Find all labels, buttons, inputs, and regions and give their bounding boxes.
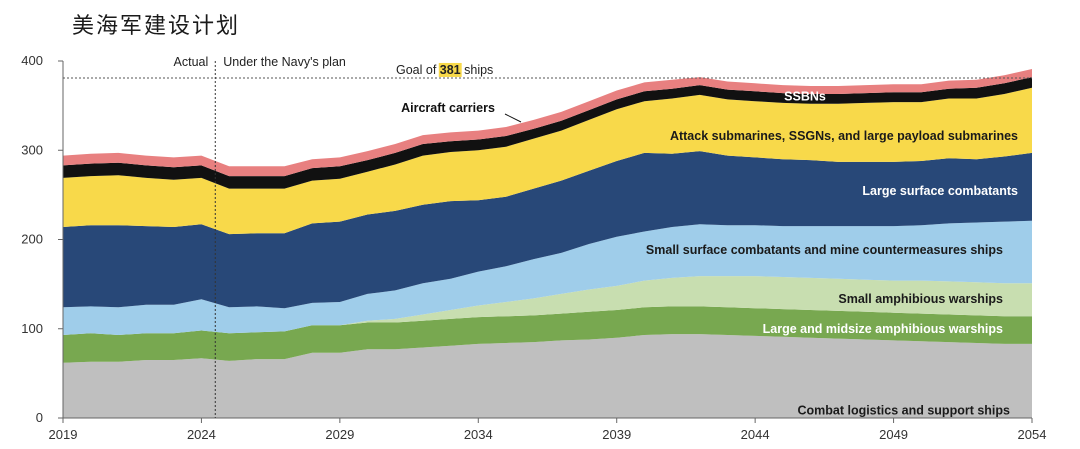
goal-label: Goal of 381 ships	[396, 63, 493, 77]
region-label-actual: Actual	[174, 55, 209, 69]
y-tick-label: 300	[21, 142, 43, 157]
x-tick-label: 2029	[325, 427, 354, 442]
series-labels-group: Combat logistics and support ships Large …	[401, 89, 1018, 417]
series-label-attack-submarines-ssgns-and-large-payload-submarines: Attack submarines, SSGNs, and large payl…	[670, 129, 1018, 143]
x-tick-label: 2049	[879, 427, 908, 442]
aircraft-carriers-leader-line	[504, 113, 522, 123]
page-title: 美海军建设计划	[72, 14, 241, 39]
area-small-surface-combatants-and-mine-countermeasures-ships	[63, 220, 1032, 335]
y-tick-label: 400	[21, 53, 43, 68]
y-tick-label: 200	[21, 232, 43, 247]
area-aircraft-carriers	[63, 69, 1032, 177]
x-tick-label: 2054	[1018, 427, 1047, 442]
y-tick-label: 100	[21, 321, 43, 336]
goal-number-highlight	[438, 62, 462, 77]
x-tick-label: 2034	[464, 427, 493, 442]
area-series-group	[63, 69, 1032, 418]
x-tick-label: 2019	[49, 427, 78, 442]
series-label-large-and-midsize-amphibious-warships: Large and midsize amphibious warships	[763, 322, 1003, 336]
series-label-small-amphibious-warships: Small amphibious warships	[838, 292, 1003, 306]
x-tick-label: 2039	[602, 427, 631, 442]
region-label-plan: Under the Navy's plan	[223, 55, 346, 69]
x-tick-label: 2044	[741, 427, 770, 442]
series-label-aircraft-carriers: Aircraft carriers	[401, 101, 495, 115]
x-tick-label: 2024	[187, 427, 216, 442]
area-attack-submarines-ssgns-and-large-payload-submarines	[63, 87, 1032, 235]
series-label-large-surface-combatants: Large surface combatants	[862, 184, 1018, 198]
y-tick-label: 0	[36, 410, 43, 425]
area-combat-logistics-and-support-ships	[63, 334, 1032, 418]
area-large-surface-combatants	[63, 151, 1032, 309]
area-large-and-midsize-amphibious-warships	[63, 306, 1032, 363]
series-label-small-surface-combatants-and-mine-countermeasures-ships: Small surface combatants and mine counte…	[646, 243, 1003, 257]
area-small-amphibious-warships	[63, 276, 1032, 335]
series-label-combat-logistics-and-support-ships: Combat logistics and support ships	[797, 404, 1010, 418]
axes-group: 0 100 200 300 400 2019 2024 2029 2034 2039 2044 204…	[21, 53, 1046, 442]
area-ssbns	[63, 77, 1032, 189]
series-label-ssbns: SSBNs	[784, 89, 826, 103]
